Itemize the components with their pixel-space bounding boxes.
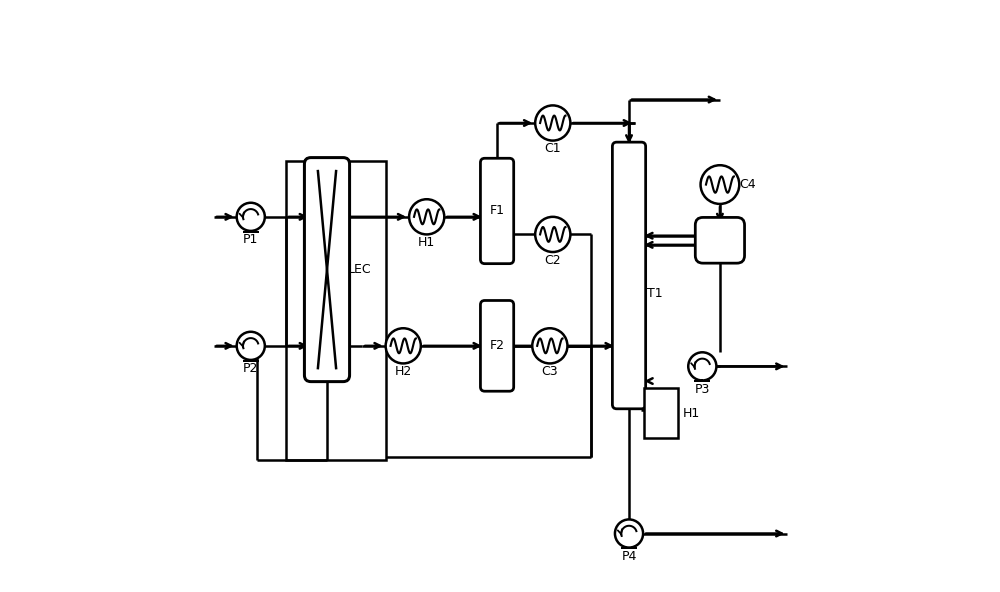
Circle shape (701, 165, 739, 204)
Circle shape (535, 217, 570, 252)
Text: C2: C2 (544, 254, 561, 267)
Text: F2: F2 (490, 339, 505, 352)
FancyBboxPatch shape (480, 158, 514, 263)
Text: T1: T1 (647, 287, 663, 300)
Circle shape (615, 519, 643, 548)
Circle shape (386, 328, 421, 363)
Text: C4: C4 (739, 178, 756, 191)
Text: H1: H1 (683, 407, 700, 420)
Circle shape (535, 105, 570, 140)
Text: P1: P1 (243, 233, 258, 246)
Text: H1: H1 (418, 236, 435, 249)
Text: F1: F1 (490, 204, 505, 217)
Circle shape (237, 202, 265, 231)
FancyBboxPatch shape (304, 157, 350, 382)
Circle shape (532, 328, 567, 363)
Text: P3: P3 (695, 382, 710, 395)
Text: P2: P2 (243, 362, 258, 375)
Text: P4: P4 (621, 550, 637, 562)
FancyBboxPatch shape (612, 142, 646, 409)
Circle shape (409, 200, 444, 234)
Text: H2: H2 (395, 365, 412, 378)
Bar (644, 388, 678, 438)
Bar (286, 161, 386, 460)
Circle shape (237, 332, 265, 360)
Text: LEC: LEC (348, 263, 371, 276)
Text: C3: C3 (542, 365, 558, 378)
FancyBboxPatch shape (480, 301, 514, 391)
FancyBboxPatch shape (695, 217, 745, 263)
Circle shape (688, 352, 716, 381)
Text: C1: C1 (544, 142, 561, 155)
